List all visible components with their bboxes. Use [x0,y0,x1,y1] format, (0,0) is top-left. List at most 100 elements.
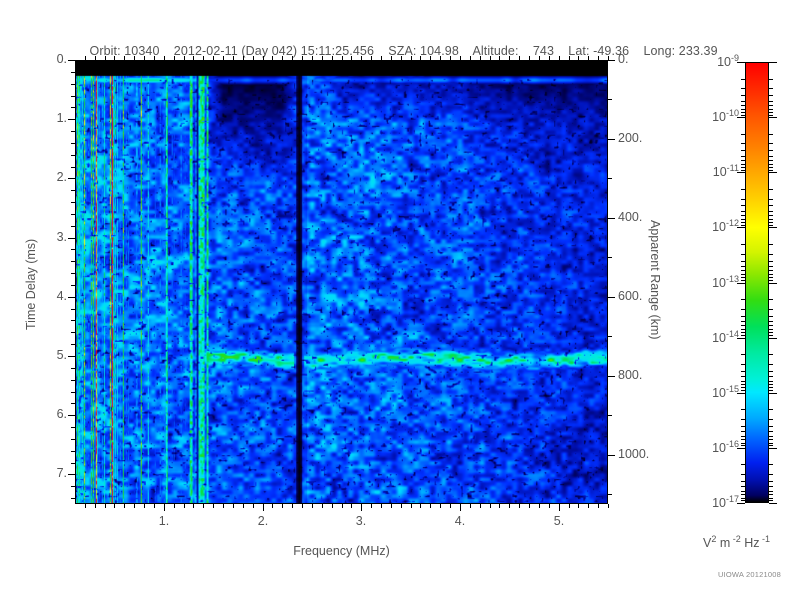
y2-axis-major-tick [608,297,615,298]
x-axis-minor-tick [213,504,214,508]
x-axis-top-tick [351,56,352,60]
y-axis-minor-tick [71,486,75,487]
colorbar-minor-tick-right [769,325,773,326]
colorbar-minor-tick-left [741,443,745,444]
colorbar-minor-tick-left [741,219,745,220]
x-axis-top-tick [490,56,491,60]
x-axis-minor-tick [144,504,145,508]
x-axis-top-tick [371,56,372,60]
colorbar-tick-label: 10-11 [712,163,739,180]
colorbar-minor-tick-right [769,211,773,212]
watermark-label: UIOWA 20121008 [718,570,781,579]
colorbar-minor-tick-left [741,486,745,487]
x-axis-minor-tick [509,504,510,508]
colorbar-major-tick-left [737,62,745,63]
x-axis-minor-tick [253,504,254,508]
colorbar-minor-tick-left [741,189,745,190]
colorbar-minor-tick-left [741,143,745,144]
colorbar-minor-tick-left [741,215,745,216]
x-axis-minor-tick [490,504,491,508]
colorbar-minor-tick-right [769,335,773,336]
x-axis-major-tick [460,504,461,511]
colorbar-minor-tick-right [769,439,773,440]
x-axis-top-tick [292,56,293,60]
x-axis-minor-tick [243,504,244,508]
colorbar-minor-tick-right [769,474,773,475]
y-axis-minor-tick [71,498,75,499]
y2-axis-minor-tick [608,257,612,258]
colorbar-minor-tick-right [769,299,773,300]
y-axis-major-tick [68,474,75,475]
x-axis-minor-tick [608,504,609,508]
x-axis-top-tick [282,56,283,60]
x-axis-top-tick [134,56,135,60]
y2-axis-tick-label: 0. [618,52,629,66]
y-axis-minor-tick [71,332,75,333]
x-axis-tick-label: 5. [553,514,565,528]
x-axis-minor-tick [539,504,540,508]
y-axis-tick-label: 0. [56,52,67,66]
x-axis-top-tick [450,56,451,60]
colorbar-minor-tick-right [769,277,773,278]
colorbar-minor-tick-left [741,95,745,96]
x-axis-major-tick [164,504,165,511]
colorbar-minor-tick-left [741,498,745,499]
colorbar-minor-tick-right [769,486,773,487]
y-axis-major-tick [68,297,75,298]
colorbar-major-tick-right [769,172,777,173]
y2-axis-major-tick [608,218,615,219]
y2-axis-tick-label: 400. [618,210,643,224]
x-axis-minor-tick [332,504,333,508]
colorbar-minor-tick-left [741,222,745,223]
x-axis-minor-tick [450,504,451,508]
x-axis-tick-label: 4. [454,514,466,528]
y2-axis-tick-label: 600. [618,289,643,303]
colorbar-minor-tick-left [741,321,745,322]
colorbar-minor-tick-left [741,500,745,501]
colorbar-minor-tick-left [741,329,745,330]
x-axis-top-tick [430,56,431,60]
colorbar-units-label: V2 m -2 Hz -1 [703,534,771,551]
colorbar-minor-tick-left [741,409,745,410]
x-axis-top-tick [361,56,362,60]
colorbar-minor-tick-left [741,79,745,80]
x-axis-minor-tick [430,504,431,508]
x-axis-top-tick [184,56,185,60]
colorbar-major-tick-right [769,227,777,228]
x-axis-top-tick [480,56,481,60]
y-axis-tick-label: 3. [56,230,67,244]
x-axis-major-tick [559,504,560,511]
x-axis-top-tick [322,56,323,60]
y-axis-minor-tick [71,107,75,108]
colorbar-minor-tick-left [741,109,745,110]
x-axis-minor-tick [588,504,589,508]
y2-axis-minor-tick [608,415,612,416]
x-axis-minor-tick [233,504,234,508]
x-axis-minor-tick [391,504,392,508]
colorbar-minor-tick-right [769,371,773,372]
x-axis-top-tick [539,56,540,60]
x-axis-minor-tick [569,504,570,508]
colorbar-minor-tick-right [769,199,773,200]
radargram-plot-area [75,60,608,504]
x-axis-minor-tick [499,504,500,508]
y2-axis-major-tick [608,376,615,377]
colorbar-minor-tick-left [741,371,745,372]
y-axis-minor-tick [71,155,75,156]
colorbar-minor-tick-right [769,156,773,157]
y2-axis-title: Apparent Range (km) [648,220,662,340]
header-info-line: Orbit: 10340 2012-02-11 (Day 042) 15:11:… [0,30,800,58]
x-axis-minor-tick [470,504,471,508]
x-axis-tick-label: 2. [257,514,269,528]
x-axis-top-tick [144,56,145,60]
y2-axis-tick-label: 200. [618,131,643,145]
colorbar-minor-tick-right [769,101,773,102]
y-axis-minor-tick [71,202,75,203]
x-axis-top-tick [253,56,254,60]
colorbar-minor-tick-right [769,266,773,267]
x-axis-minor-tick [114,504,115,508]
colorbar-major-tick-right [769,503,777,504]
colorbar-minor-tick-right [769,164,773,165]
colorbar-minor-tick-right [769,321,773,322]
x-axis-top-tick [411,56,412,60]
